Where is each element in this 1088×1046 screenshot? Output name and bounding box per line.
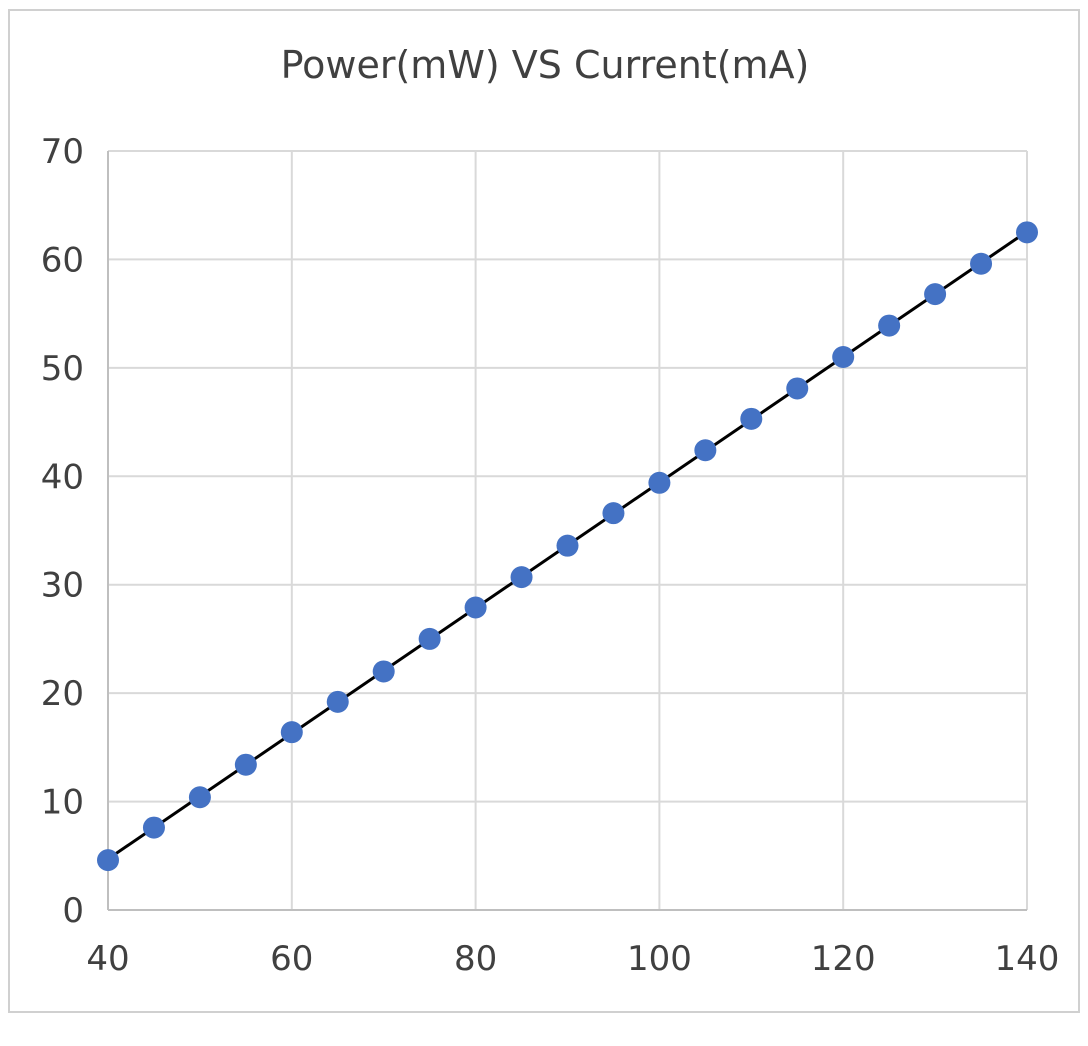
data-point xyxy=(740,407,763,430)
data-point xyxy=(464,596,487,619)
data-point xyxy=(326,690,349,713)
data-point xyxy=(602,502,625,525)
y-tick-label: 20 xyxy=(41,674,84,714)
y-tick-label: 30 xyxy=(41,566,84,606)
data-point xyxy=(924,283,947,306)
x-tick-label: 140 xyxy=(995,939,1060,979)
grid-lines xyxy=(107,150,1028,911)
x-tick-label: 40 xyxy=(86,939,129,979)
y-tick-label: 40 xyxy=(41,457,84,497)
data-points xyxy=(97,221,1038,872)
tick-labels: 40 60 80 100 120 140 0 10 20 30 40 50 60 70 xyxy=(41,132,1060,979)
data-point xyxy=(556,534,579,557)
x-tick-label: 100 xyxy=(627,939,692,979)
data-point xyxy=(418,627,441,650)
y-tick-label: 50 xyxy=(41,349,84,389)
data-point xyxy=(878,314,901,337)
data-point xyxy=(510,566,533,589)
data-point xyxy=(1016,221,1038,244)
data-point xyxy=(188,786,211,809)
chart-title: Power(mW) VS Current(mA) xyxy=(281,43,810,87)
y-tick-label: 0 xyxy=(62,891,84,931)
chart-frame xyxy=(8,9,1080,1013)
y-tick-label: 10 xyxy=(41,783,84,823)
data-point xyxy=(372,660,395,683)
data-point xyxy=(694,439,717,462)
data-point xyxy=(280,721,303,744)
y-tick-label: 70 xyxy=(41,132,84,172)
x-tick-label: 120 xyxy=(811,939,876,979)
data-point xyxy=(970,252,993,275)
y-tick-label: 60 xyxy=(41,240,84,280)
data-point xyxy=(234,753,257,776)
data-point xyxy=(786,377,809,400)
data-point xyxy=(142,816,165,839)
x-tick-label: 80 xyxy=(454,939,497,979)
data-point xyxy=(832,346,855,369)
data-point xyxy=(97,849,119,872)
x-tick-label: 60 xyxy=(270,939,313,979)
data-point xyxy=(648,471,671,494)
